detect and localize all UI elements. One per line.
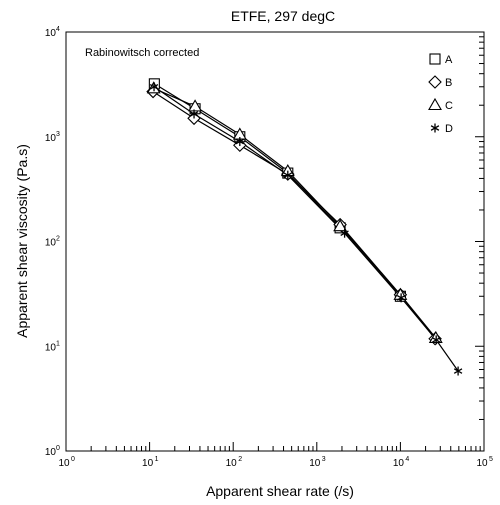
x-tick-label: 10 <box>142 458 154 469</box>
x-tick-label: 10 <box>226 458 238 469</box>
x-tick-label: 10 <box>476 458 488 469</box>
x-tick-label: 10 <box>58 458 70 469</box>
rabinowitsch-annotation: Rabinowitsch corrected <box>85 47 199 59</box>
series-d-point <box>283 170 293 180</box>
y-tick-label: 10 <box>45 447 57 458</box>
y-tick-exponent: 2 <box>56 236 60 243</box>
series-d-point <box>431 335 441 345</box>
x-tick-exponent: 0 <box>71 456 75 463</box>
series-markers <box>146 78 463 376</box>
y-tick-exponent: 4 <box>56 26 60 33</box>
y-tick-label: 10 <box>45 238 57 249</box>
series-c-line <box>153 87 437 339</box>
y-tick-label: 10 <box>45 28 57 39</box>
series-d-point <box>340 228 349 238</box>
series-d-point <box>189 109 199 119</box>
legend-d-marker <box>430 123 440 133</box>
series-d-point <box>235 137 245 147</box>
x-tick-label: 10 <box>393 458 405 469</box>
series-d-line <box>153 86 459 372</box>
x-tick-exponent: 3 <box>322 456 326 463</box>
y-axis-label: Apparent shear viscosity (Pa.s) <box>14 144 30 338</box>
legend-b-label: B <box>445 77 452 89</box>
y-tick-label: 10 <box>45 133 57 144</box>
y-tick-exponent: 3 <box>56 131 60 138</box>
legend-c-marker <box>428 97 442 111</box>
series-c-point <box>188 99 203 112</box>
legend-a-marker <box>429 53 441 65</box>
series-c-point <box>333 219 348 232</box>
x-tick-label: 10 <box>309 458 321 469</box>
axis-ticks <box>65 36 484 452</box>
legend-b-marker <box>428 75 442 89</box>
series-d-point <box>453 366 463 376</box>
x-axis-label: Apparent shear rate (/s) <box>206 483 354 499</box>
x-tick-exponent: 2 <box>238 456 242 463</box>
legend-d-label: D <box>445 123 453 135</box>
legend-a-label: A <box>445 54 453 66</box>
chart-title: ETFE, 297 degC <box>231 8 335 24</box>
x-tick-labels: 10 0 10 1 10 2 10 3 10 4 10 5 <box>58 456 493 469</box>
x-tick-exponent: 5 <box>489 456 493 463</box>
y-tick-exponent: 1 <box>56 340 60 347</box>
plot-frame <box>65 31 485 452</box>
series-d-point <box>149 82 159 92</box>
y-tick-label: 10 <box>45 342 57 353</box>
legend-c-label: C <box>445 100 453 112</box>
series-d-point <box>396 293 406 303</box>
x-tick-exponent: 4 <box>405 456 409 463</box>
x-tick-exponent: 1 <box>155 456 159 463</box>
series-b-line <box>152 91 436 340</box>
y-tick-exponent: 0 <box>56 445 60 452</box>
series-lines <box>152 83 459 372</box>
